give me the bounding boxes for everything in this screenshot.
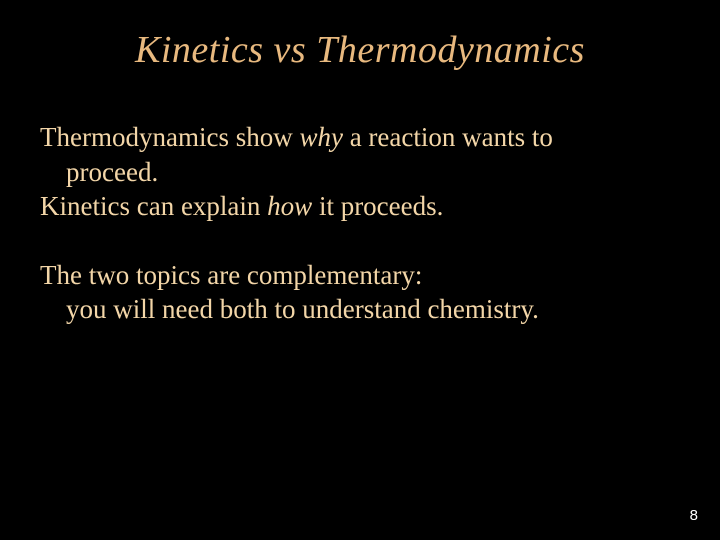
- para1-line1: Thermodynamics show why a reaction wants…: [40, 120, 680, 155]
- para1-line2: proceed.: [40, 155, 680, 190]
- para1-line3: Kinetics can explain how it proceeds.: [40, 189, 680, 224]
- para1-line3-a: Kinetics can explain: [40, 191, 267, 221]
- slide: Kinetics vs Thermodynamics Thermodynamic…: [0, 0, 720, 540]
- para1-line1-b: a reaction wants to: [343, 122, 553, 152]
- para1-line1-a: Thermodynamics show: [40, 122, 299, 152]
- para1-line3-em: how: [267, 191, 312, 221]
- slide-title: Kinetics vs Thermodynamics: [40, 28, 680, 72]
- paragraph-2: The two topics are complementary: you wi…: [40, 258, 680, 327]
- paragraph-1: Thermodynamics show why a reaction wants…: [40, 120, 680, 224]
- para2-line2: you will need both to understand chemist…: [40, 292, 680, 327]
- para1-line1-em: why: [299, 122, 343, 152]
- para2-line1: The two topics are complementary:: [40, 258, 680, 293]
- para1-line3-b: it proceeds.: [312, 191, 443, 221]
- page-number: 8: [690, 507, 698, 524]
